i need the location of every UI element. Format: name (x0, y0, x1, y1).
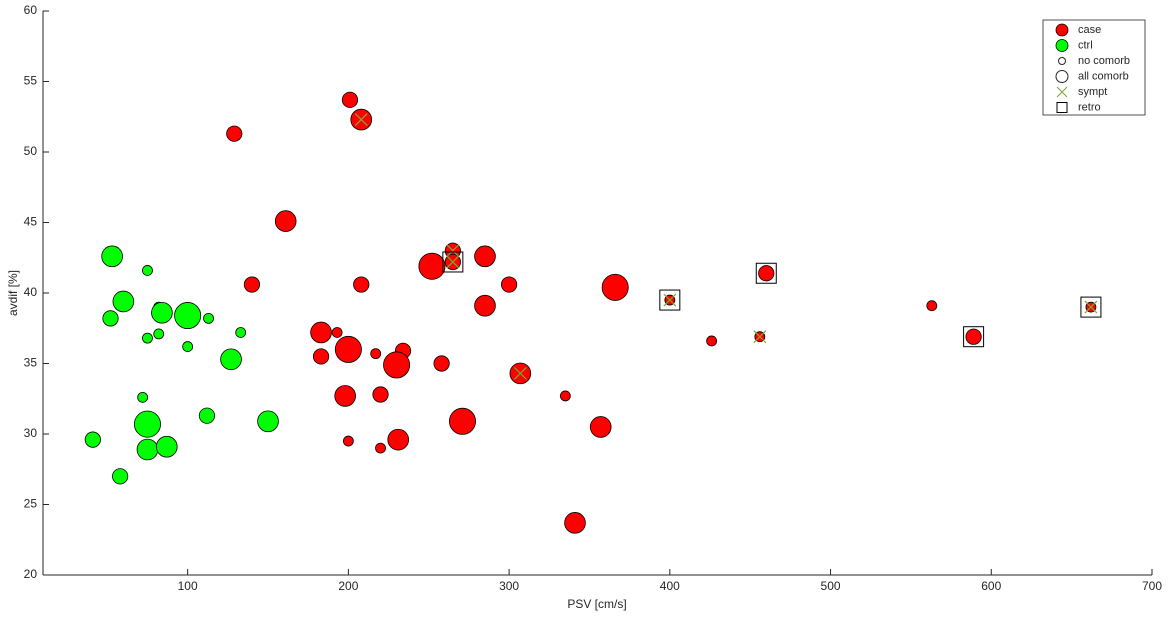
y-axis-label: avdif [%] (6, 270, 20, 316)
y-tick-label: 35 (24, 356, 38, 370)
case-point (758, 265, 775, 282)
case-point (926, 300, 938, 312)
retro-point (755, 262, 777, 284)
ctrl-point (112, 468, 129, 485)
case-point (589, 416, 612, 438)
retro-point (1080, 296, 1102, 318)
ctrl-point (155, 435, 178, 458)
case-point (312, 348, 330, 365)
ctrl-point (198, 407, 216, 424)
case-point (564, 512, 586, 534)
case-point (559, 390, 571, 402)
case-point (274, 210, 297, 232)
y-tick-label: 25 (24, 497, 38, 511)
case-point (331, 327, 343, 338)
case-point (387, 428, 410, 451)
legend-label: case (1078, 24, 1101, 36)
x-tick-label: 700 (1142, 579, 1162, 593)
ctrl-point (133, 410, 161, 438)
legend-label: no comorb (1078, 55, 1130, 67)
ctrl-point (137, 391, 149, 403)
ctrl-point (142, 265, 153, 276)
x-axis-label: PSV [cm/s] (567, 597, 626, 611)
sympt-point (446, 255, 460, 269)
legend-label: sympt (1078, 86, 1107, 98)
case-point (342, 435, 354, 447)
case-point (243, 276, 261, 293)
case-point (474, 245, 496, 268)
ctrl-point (101, 245, 123, 268)
case-point (601, 273, 629, 301)
legend-marker (1055, 39, 1069, 52)
y-tick-label: 60 (24, 3, 38, 17)
legend-marker (1055, 23, 1069, 37)
case-point (383, 351, 411, 379)
case-point (375, 442, 386, 454)
legend: case ctrl no comorb all comorb sympt retro (1042, 19, 1146, 116)
retro-point (963, 326, 985, 348)
x-tick-label: 500 (821, 579, 841, 593)
sympt-point (513, 366, 527, 380)
case-point (372, 386, 389, 403)
case-point (334, 385, 356, 407)
case-point (370, 348, 382, 360)
x-tick-label: 300 (499, 579, 519, 593)
ctrl-point (257, 410, 279, 433)
case-point (418, 252, 446, 280)
y-tick-label: 20 (24, 567, 38, 581)
x-tick-label: 400 (660, 579, 680, 593)
case-point (448, 407, 476, 435)
legend-label: all comorb (1078, 70, 1129, 82)
sympt-point (663, 293, 677, 307)
ctrl-point (174, 302, 202, 330)
case-point (706, 335, 718, 347)
ctrl-point (203, 312, 214, 324)
x-tick-label: 200 (338, 579, 358, 593)
ctrl-point (112, 290, 135, 313)
legend-marker (1056, 86, 1068, 98)
y-tick-label: 45 (24, 215, 38, 229)
ctrl-point (142, 332, 153, 344)
ctrl-point (153, 328, 165, 340)
x-tick-label: 600 (981, 579, 1001, 593)
case-point (965, 328, 982, 345)
ctrl-point (136, 438, 159, 461)
y-tick-label: 40 (24, 285, 38, 299)
ctrl-point (102, 310, 119, 327)
case-point (353, 276, 370, 293)
legend-marker (1056, 102, 1068, 113)
case-point (310, 321, 332, 344)
ctrl-point (182, 341, 194, 352)
case-point (341, 91, 359, 108)
y-tick-label: 55 (24, 74, 38, 88)
sympt-point (1084, 300, 1098, 314)
ctrl-point (235, 327, 247, 338)
retro-point (659, 289, 681, 311)
legend-marker (1055, 70, 1069, 83)
legend-marker (1058, 57, 1066, 65)
legend-label: ctrl (1078, 39, 1093, 51)
x-tick-label: 100 (178, 579, 198, 593)
y-tick-label: 50 (24, 144, 38, 158)
y-tick-label: 30 (24, 426, 38, 440)
ctrl-point (84, 431, 101, 448)
sympt-point (354, 113, 368, 126)
sympt-point (446, 244, 460, 258)
case-point (501, 276, 518, 293)
case-point (474, 294, 496, 317)
ctrl-point (151, 301, 173, 324)
legend-label: retro (1078, 101, 1101, 113)
sympt-point (753, 330, 767, 344)
ctrl-point (220, 348, 242, 371)
retro-point (442, 251, 464, 273)
case-point (226, 125, 243, 142)
case-point (334, 335, 362, 363)
case-point (433, 355, 450, 372)
